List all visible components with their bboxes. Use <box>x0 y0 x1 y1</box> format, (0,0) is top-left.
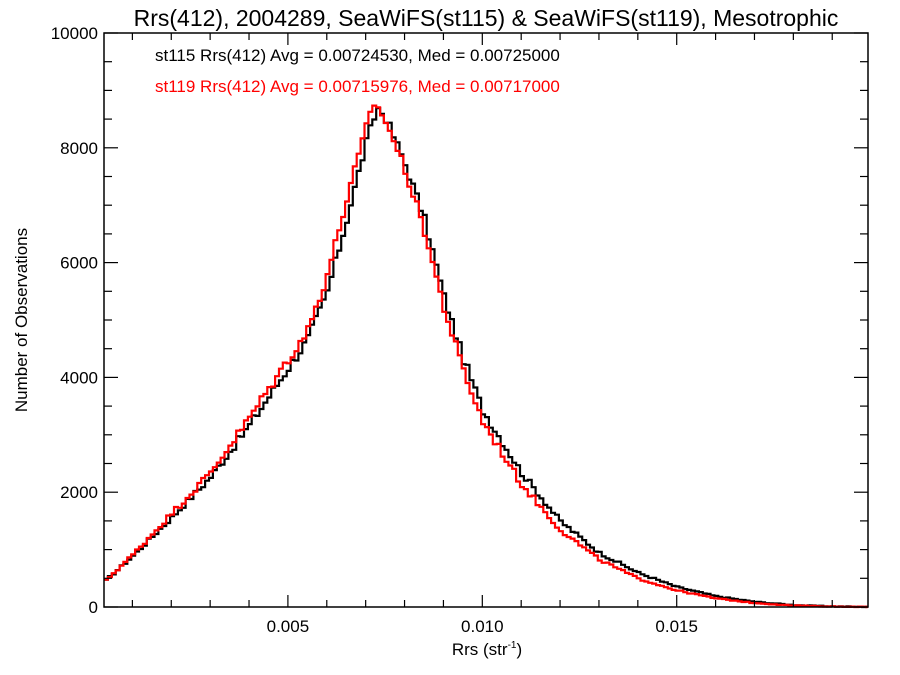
x-axis-label-superscript: -1 <box>508 640 517 651</box>
axis-ticks <box>104 32 868 608</box>
x-axis-label-main: Rrs (str <box>452 640 508 659</box>
y-axis-label: Number of Observations <box>12 228 31 412</box>
x-tick-labels: 0.005 0.010 0.015 <box>267 617 698 636</box>
series-st115-histogram <box>104 107 868 609</box>
y-tick-label: 6000 <box>60 254 98 273</box>
plot-frame <box>103 32 869 608</box>
x-tick-label: 0.010 <box>461 617 504 636</box>
y-tick-label: 2000 <box>60 483 98 502</box>
y-tick-label: 8000 <box>60 139 98 158</box>
y-tick-label: 0 <box>89 598 98 617</box>
chart-title: Rrs(412), 2004289, SeaWiFS(st115) & SeaW… <box>134 5 839 31</box>
y-tick-label: 4000 <box>60 368 98 387</box>
annotation-st115: st115 Rrs(412) Avg = 0.00724530, Med = 0… <box>155 46 560 65</box>
series-st119-histogram <box>104 104 868 609</box>
annotation-st119: st119 Rrs(412) Avg = 0.00715976, Med = 0… <box>155 77 560 96</box>
y-tick-labels: 0 2000 4000 6000 8000 10000 <box>51 24 98 617</box>
x-tick-label: 0.015 <box>655 617 698 636</box>
x-axis-label-close: ) <box>516 640 522 659</box>
x-axis-label: Rrs (str-1) <box>452 640 522 659</box>
y-tick-label: 10000 <box>51 24 98 43</box>
x-tick-label: 0.005 <box>267 617 310 636</box>
series-layer <box>104 104 868 609</box>
